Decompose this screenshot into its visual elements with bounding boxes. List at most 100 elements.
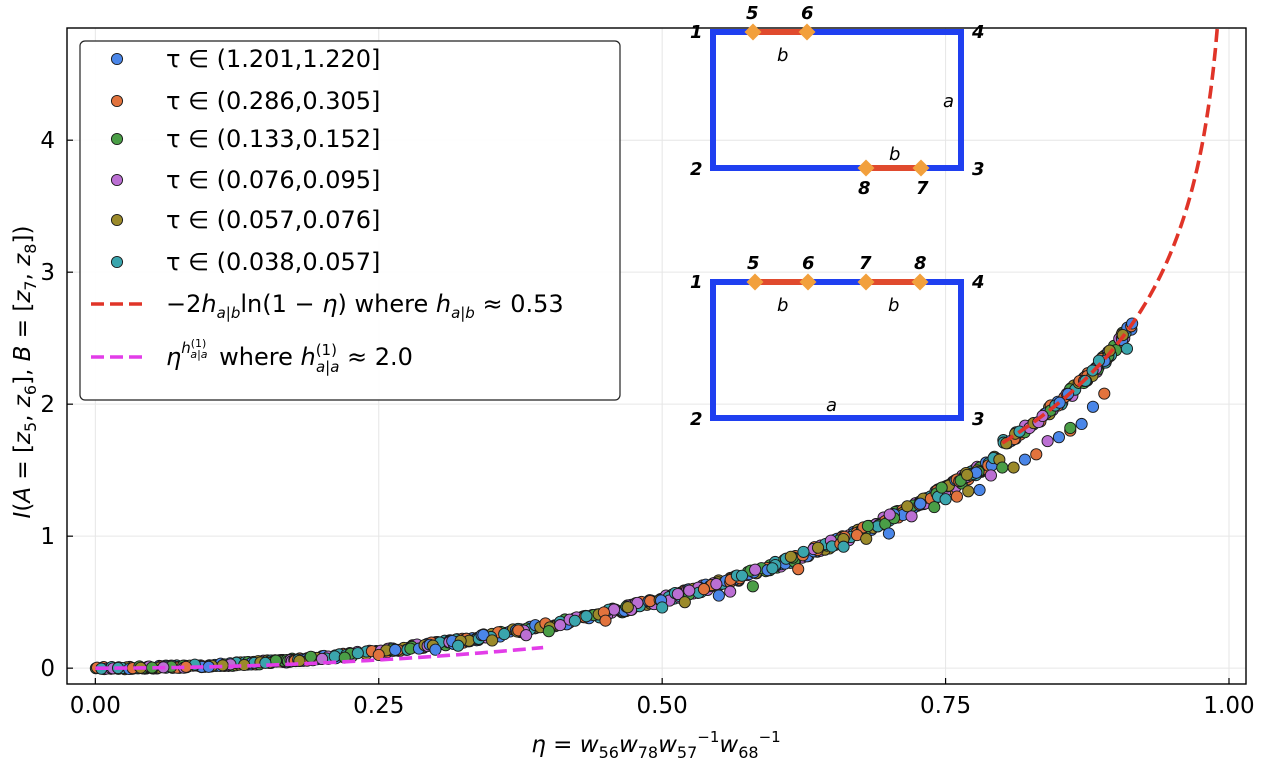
scatter-point [797,545,810,558]
scatter-point [749,563,762,576]
scatter-point [961,468,974,481]
inset-bottom-point-label-6: 6 [802,253,815,274]
scatter-point [1075,417,1088,431]
inset-bottom-segment-label-1: b [777,295,788,316]
inset-bottom-corner-1: 1 [690,272,703,293]
legend-label: ηh(1) a|a where h(1) a|a ≈ 2.0 [166,337,413,376]
y-tick-label: 0 [40,656,55,682]
scatter-point [351,647,364,660]
scatter-point [452,639,465,652]
inset-top-corner-3: 3 [972,159,985,180]
scatter-point [860,532,873,545]
scatter-point [996,461,1009,474]
inset-top-corner-1: 1 [690,22,703,43]
scatter-point [542,625,555,638]
scatter-point [1064,421,1077,434]
inset-bottom-corner-2: 2 [690,409,703,430]
y-tick-label: 2 [40,392,55,418]
scatter-point [678,596,691,609]
inset-top-segment-label-lower: b [889,144,900,165]
scatter-point [811,541,825,554]
legend-label: τ ∈ (0.057,0.076] [166,206,380,234]
scatter-point [1052,431,1065,444]
ticks: 0.00 0.25 0.50 0.75 1.00 0 1 2 3 4 [40,128,1254,719]
scatter-point [712,589,725,602]
legend-marker [110,173,124,187]
scatter-point [554,619,567,632]
scatter-point [304,650,317,663]
inset-top-segment-label-upper: b [777,45,788,66]
scatter-point [939,493,952,506]
scatter-point [1018,453,1031,466]
legend-entry: −2ha|bln(1 − η) where ha|b ≈ 0.53 [91,290,564,322]
legend-box [79,40,621,401]
inset-top-boundary [710,29,964,171]
inset-bottom-point-label-8: 8 [914,253,927,274]
x-tick-label: 0.50 [637,693,688,719]
legend-label: τ ∈ (1.201,1.220] [166,45,380,73]
legend-entry: ηh(1) a|a where h(1) a|a ≈ 2.0 [91,337,413,376]
scatter-point [697,583,710,596]
scatter-point [607,603,621,616]
x-tick-label: 0.00 [70,693,121,719]
legend-label: τ ∈ (0.286,0.305] [166,87,380,115]
scatter-point [935,481,948,494]
scatter-point [766,562,779,575]
inset-top-side-label: a [943,91,954,112]
inset-diagram-bottom: 1 2 3 4 5 6 7 8 b b a [690,253,985,430]
scatter-point [746,580,759,593]
legend-entry: τ ∈ (0.286,0.305] [110,87,380,115]
inset-bottom-point-5 [746,273,764,291]
scatter-point [724,585,737,598]
inset-bottom-point-8 [911,273,929,291]
scatter-point [1120,342,1134,355]
scatter-point [861,519,874,533]
log-fit-line [1001,23,1220,445]
legend-entry: τ ∈ (0.133,0.152] [110,125,380,153]
x-tick-label: 1.00 [1203,693,1254,719]
inset-bottom-corner-3: 3 [972,409,985,430]
scatter-point [883,508,896,521]
y-axis-label: I(A = [z5, z6], B = [z7, z8]) [10,226,40,519]
inset-top-point-7 [912,159,930,177]
scatter-point [599,614,612,627]
scatter-point [429,643,442,656]
legend-marker [110,255,124,269]
scatter-point [710,578,723,591]
legend-label: τ ∈ (0.038,0.057] [166,248,380,276]
scatter-point [498,628,511,641]
scatter-point [580,610,593,623]
scatter-point [389,643,402,656]
y-tick-label: 1 [40,524,55,550]
scatter-point [882,527,895,540]
x-tick-label: 0.25 [353,693,404,719]
scatter-point [568,614,581,627]
plot-frame [66,27,1247,685]
inset-top-corner-2: 2 [690,159,703,180]
legend-marker [110,132,124,146]
legend-entry: τ ∈ (0.038,0.057] [110,248,380,276]
legend-marker [110,213,124,227]
scatter-point [901,500,914,513]
inset-bottom-boundary [710,279,964,421]
legend-entry: τ ∈ (1.201,1.220] [110,45,380,73]
scatter-point [905,510,918,523]
legend-marker [110,94,124,108]
scatter-point [792,563,805,576]
scatter-point [928,501,941,514]
inset-top-point-label-5: 5 [746,3,759,24]
inset-top-point-6 [798,23,816,41]
scatter-point [1007,461,1020,474]
inset-top-point-8 [857,159,875,177]
scatter-point [656,601,669,614]
fit-lines [95,23,1220,670]
scatter-point [784,550,797,563]
y-tick-label: 3 [40,260,55,286]
inset-bottom-point-label-7: 7 [859,253,872,274]
legend: τ ∈ (1.201,1.220] τ ∈ (0.286,0.305] τ ∈ (0… [79,40,621,401]
inset-bottom-point-6 [799,273,817,291]
scatter-point [486,634,499,647]
x-axis-label: η = w56w78w57−1w68−1 [531,728,780,762]
scatter-point [973,483,986,497]
